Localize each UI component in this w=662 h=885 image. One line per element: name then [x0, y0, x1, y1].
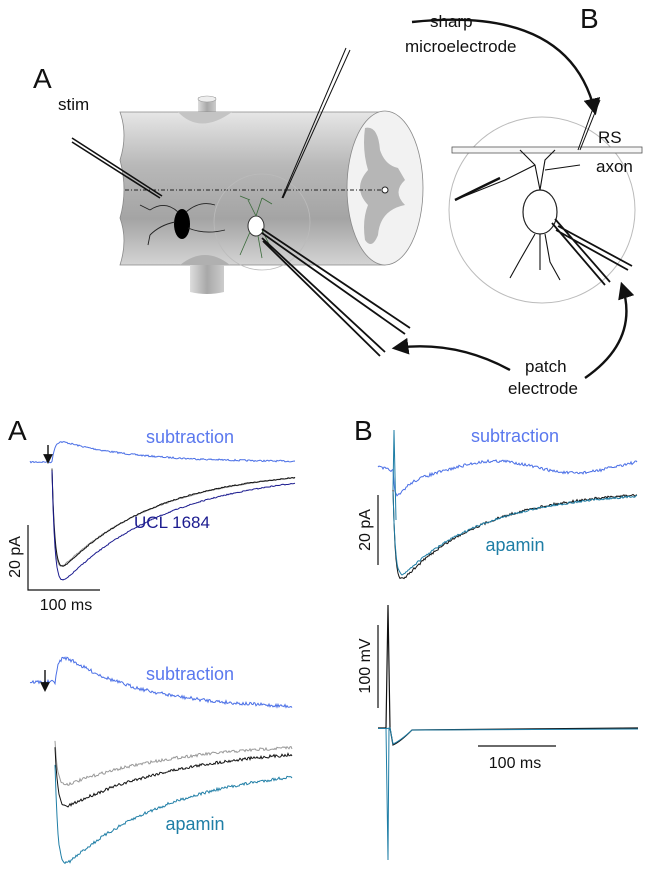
- zoom-region: [213, 173, 311, 271]
- trace: [51, 470, 296, 581]
- cord-body: [119, 111, 386, 266]
- trace: [392, 489, 638, 580]
- sharp-electrode: [281, 47, 351, 199]
- label: axon: [596, 157, 633, 176]
- panel-label: A: [8, 415, 27, 446]
- scale-bar: [27, 525, 100, 591]
- trace: [378, 727, 390, 861]
- trace: [54, 764, 293, 865]
- trace: [54, 747, 293, 808]
- label: sharp: [430, 12, 473, 31]
- arrow: [411, 18, 601, 116]
- label: patch: [525, 357, 567, 376]
- trace: [392, 429, 397, 521]
- spinal-cord-schematic: [71, 47, 424, 357]
- trace: [378, 604, 639, 746]
- scale-label: 20 pA: [7, 536, 24, 578]
- label: stim: [58, 95, 89, 114]
- panel-label: B: [580, 3, 599, 34]
- scale-label: 100 ms: [489, 755, 541, 772]
- label: electrode: [508, 379, 578, 398]
- scale-label: 20 pA: [357, 509, 374, 551]
- trace: [51, 469, 296, 567]
- scale-label: 100 ms: [40, 597, 92, 614]
- panel-label: A: [33, 63, 52, 94]
- trace-label: subtraction: [146, 664, 234, 684]
- grey-matter: [360, 127, 405, 244]
- arrow: [584, 281, 635, 379]
- trace: [378, 727, 639, 745]
- trace-label: subtraction: [146, 427, 234, 447]
- trace-label: subtraction: [471, 426, 559, 446]
- scale-label: 100 mV: [357, 638, 374, 693]
- trace-label: apamin: [485, 535, 544, 555]
- label: microelectrode: [405, 37, 517, 56]
- stimulated-neuron: [174, 209, 190, 239]
- trace: [29, 656, 293, 709]
- trace: [392, 491, 637, 576]
- traces: [29, 429, 639, 865]
- label: RS: [598, 128, 622, 147]
- patch-electrode: [261, 228, 411, 357]
- ventral-root: [190, 265, 224, 294]
- trace: [54, 740, 293, 786]
- panel-label: B: [354, 415, 373, 446]
- trace: [29, 441, 296, 464]
- inset: [448, 99, 643, 304]
- trace-label: apamin: [165, 814, 224, 834]
- trace-label: UCL 1684: [134, 513, 210, 532]
- stim-electrode: [71, 137, 163, 199]
- rs-axon-bar: [451, 146, 643, 154]
- arrow: [391, 337, 511, 372]
- trace: [377, 458, 638, 497]
- patched-neuron: [247, 215, 265, 237]
